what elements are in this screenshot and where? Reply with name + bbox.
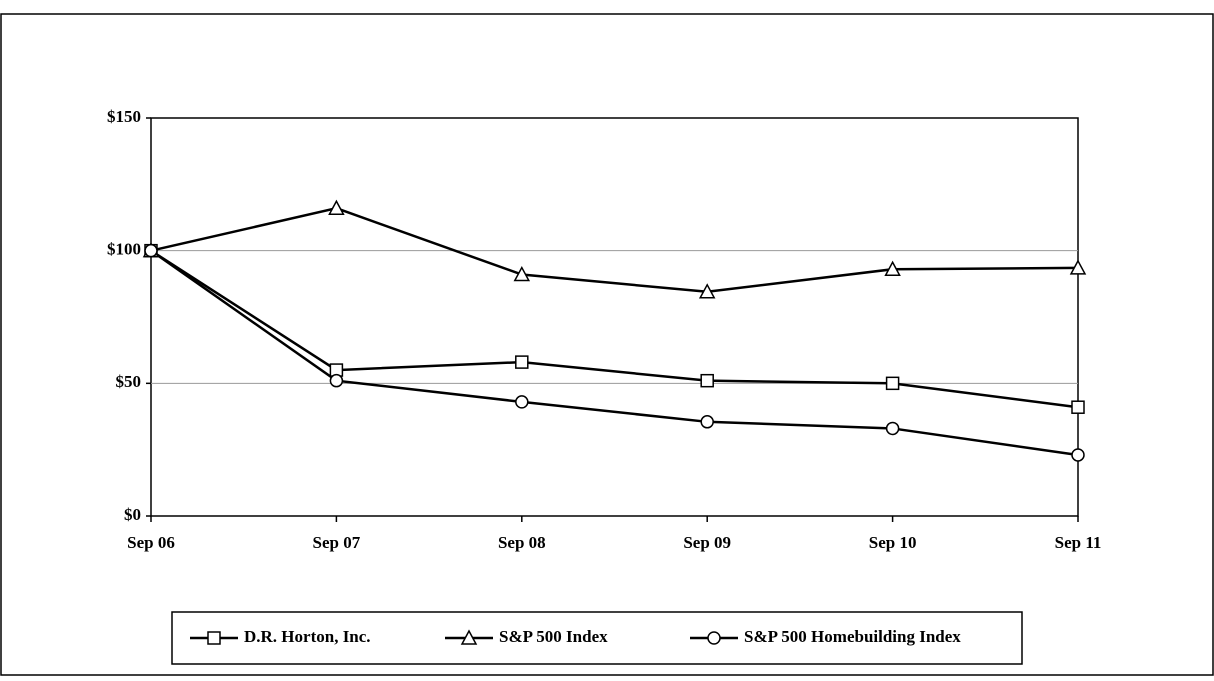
marker — [700, 373, 714, 388]
x-tick-label: Sep 07 — [313, 533, 361, 552]
marker — [884, 260, 901, 276]
marker — [885, 421, 900, 436]
legend-box — [171, 611, 1023, 665]
plot-area — [150, 117, 1079, 517]
marker — [1071, 448, 1085, 462]
x-tick-label: Sep 09 — [683, 533, 731, 552]
marker — [700, 415, 714, 429]
marker — [698, 283, 716, 299]
legend-label: S&P 500 Homebuilding Index — [744, 627, 961, 646]
marker — [144, 243, 158, 258]
marker — [460, 629, 478, 645]
x-tick-label: Sep 10 — [869, 533, 917, 552]
series-line — [150, 206, 1079, 294]
frame — [0, 13, 1214, 676]
marker — [1069, 259, 1087, 275]
marker — [329, 373, 344, 388]
legend-label: S&P 500 Index — [499, 627, 608, 646]
marker — [513, 265, 531, 282]
y-tick-label: $100 — [107, 240, 141, 259]
marker — [707, 631, 721, 645]
series-line — [150, 249, 1079, 409]
y-tick-label: $0 — [124, 505, 141, 524]
x-tick-label: Sep 08 — [498, 533, 546, 552]
marker — [885, 376, 900, 391]
legend-label: D.R. Horton, Inc. — [244, 627, 371, 646]
y-tick-label: $50 — [116, 372, 142, 391]
marker — [207, 631, 221, 645]
marker — [1071, 400, 1085, 414]
x-tick-label: Sep 11 — [1055, 533, 1102, 552]
marker — [515, 355, 529, 369]
y-tick-label: $150 — [107, 107, 141, 126]
x-tick-label: Sep 06 — [127, 533, 175, 552]
marker — [515, 395, 529, 409]
marker — [328, 199, 345, 215]
series-line — [150, 249, 1079, 457]
